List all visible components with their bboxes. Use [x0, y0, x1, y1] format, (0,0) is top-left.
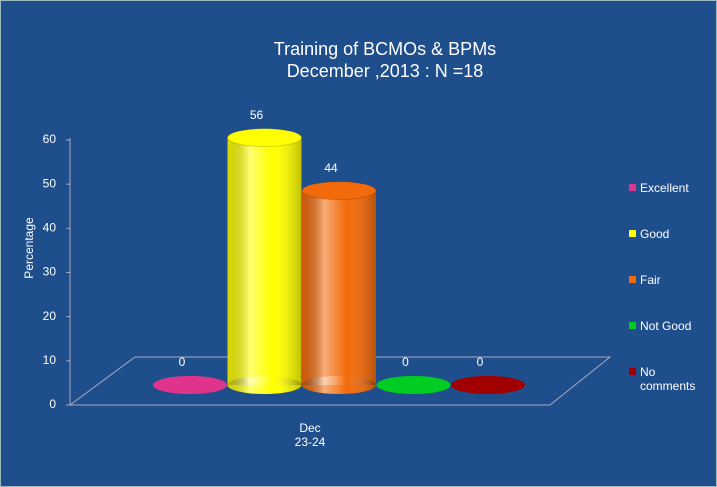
legend-label: No comments — [640, 365, 696, 393]
bar-base-shade — [302, 376, 376, 394]
legend-swatch — [629, 368, 636, 375]
value-label: 0 — [179, 355, 186, 369]
bar-base — [451, 376, 525, 394]
legend-swatch — [629, 322, 636, 329]
bar-shade — [302, 190, 376, 385]
bar-base — [376, 376, 451, 394]
legend-label: Fair — [640, 273, 661, 287]
floor — [68, 356, 612, 406]
value-label: 44 — [324, 161, 338, 175]
y-tick-label: 0 — [49, 397, 56, 411]
y-tick-label: 30 — [43, 265, 57, 279]
y-tick-label: 10 — [43, 353, 57, 367]
bar-shade — [227, 137, 302, 385]
bar — [451, 376, 525, 394]
legend-swatch — [629, 184, 636, 191]
y-tick-label: 50 — [43, 176, 57, 190]
bar — [301, 181, 377, 394]
y-tick-label: 40 — [43, 221, 57, 235]
bar — [227, 128, 302, 394]
value-label: 56 — [250, 108, 264, 122]
value-label: 0 — [477, 355, 484, 369]
bar-base-shade — [227, 376, 302, 394]
legend-label: Good — [640, 227, 670, 241]
y-tick-label: 60 — [43, 132, 57, 146]
legend-label: Excellent — [640, 181, 689, 195]
y-axis-label: Percentage — [22, 217, 36, 279]
chart-subtitle: December ,2013 : N =18 — [287, 61, 484, 81]
y-tick-label: 20 — [43, 309, 57, 323]
legend-swatch — [629, 230, 636, 237]
legend-label: Not Good — [640, 319, 692, 333]
chart-title: Training of BCMOs & BPMs — [274, 39, 496, 59]
bar-base — [153, 376, 227, 394]
value-label: 0 — [402, 355, 409, 369]
bar-top — [227, 128, 302, 148]
bar — [153, 376, 227, 394]
bar — [376, 376, 451, 394]
legend-swatch — [629, 276, 636, 283]
x-tick-label: Dec 23-24 — [294, 421, 326, 449]
bar-top — [301, 181, 377, 201]
